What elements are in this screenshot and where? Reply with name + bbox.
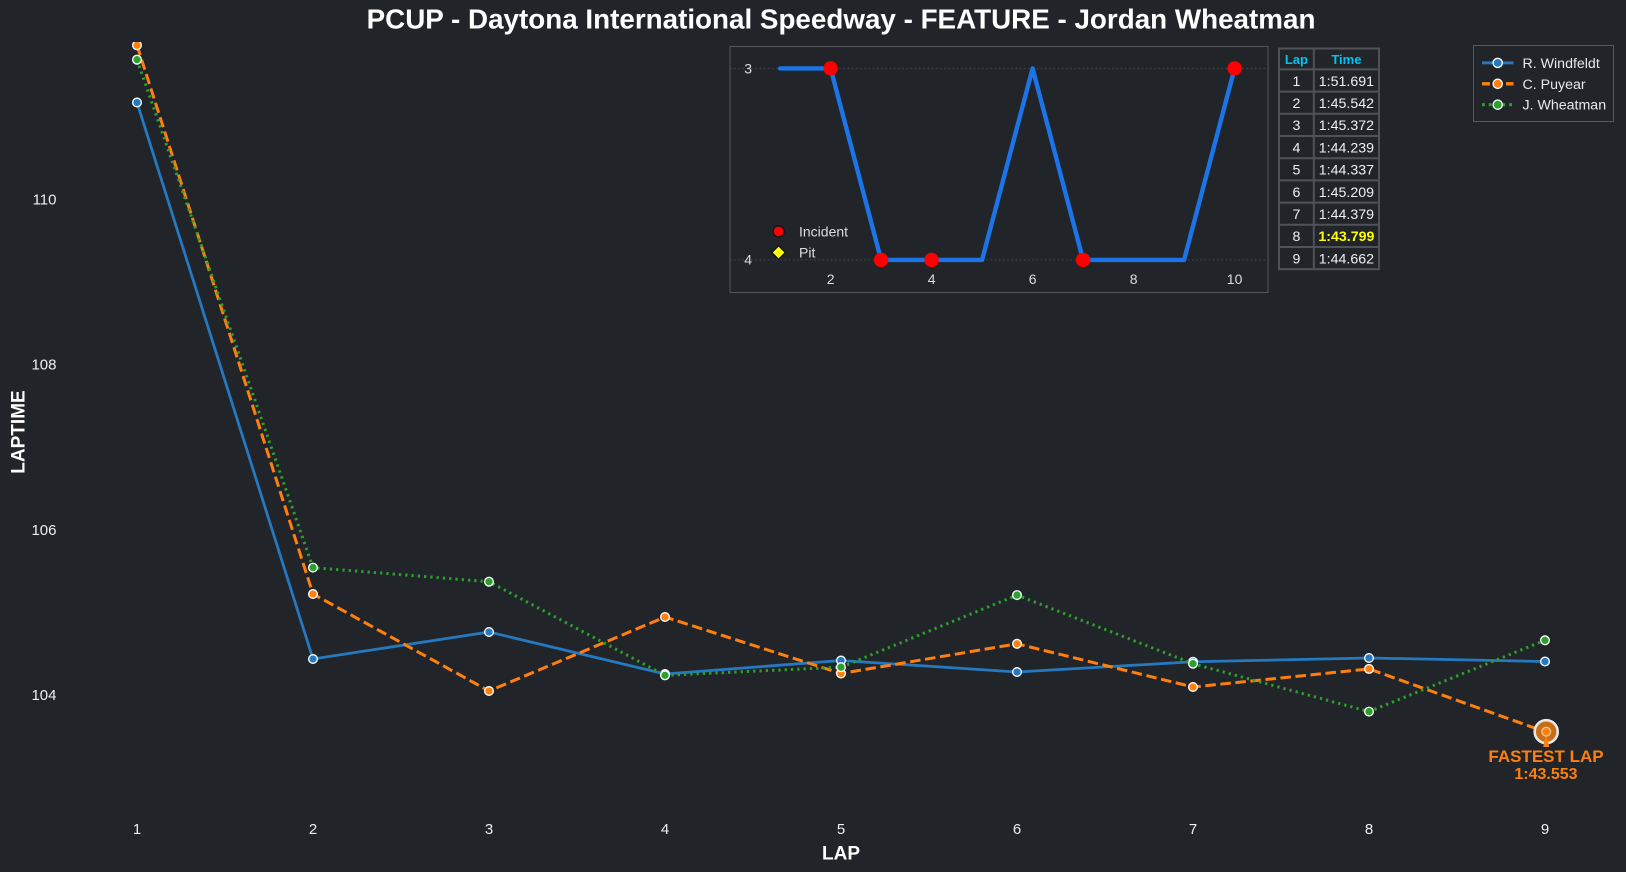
svg-text:Incident: Incident <box>799 223 848 239</box>
svg-text:Lap: Lap <box>1285 52 1308 67</box>
svg-text:110: 110 <box>33 192 57 209</box>
svg-text:1:45.372: 1:45.372 <box>1319 118 1374 134</box>
svg-text:4: 4 <box>744 251 752 267</box>
svg-text:LAP: LAP <box>822 844 860 865</box>
svg-text:4: 4 <box>928 271 936 287</box>
svg-text:2: 2 <box>1292 96 1300 112</box>
svg-text:7: 7 <box>1292 207 1300 223</box>
svg-text:3: 3 <box>485 821 493 838</box>
svg-text:R. Windfeldt: R. Windfeldt <box>1523 56 1600 72</box>
svg-text:106: 106 <box>31 522 56 539</box>
svg-text:C. Puyear: C. Puyear <box>1523 77 1586 93</box>
svg-text:4: 4 <box>661 821 669 838</box>
svg-text:1:43.553: 1:43.553 <box>1514 766 1577 783</box>
svg-text:8: 8 <box>1292 229 1300 245</box>
svg-text:4: 4 <box>1292 140 1300 156</box>
svg-text:8: 8 <box>1130 271 1138 287</box>
svg-text:104: 104 <box>31 687 56 704</box>
svg-text:PCUP - Daytona International S: PCUP - Daytona International Speedway - … <box>367 4 1316 35</box>
svg-text:LAPTIME: LAPTIME <box>9 390 30 473</box>
svg-text:1: 1 <box>1292 74 1300 90</box>
svg-text:6: 6 <box>1292 185 1300 201</box>
svg-text:Time: Time <box>1331 52 1361 67</box>
svg-text:6: 6 <box>1029 271 1037 287</box>
svg-text:1:45.209: 1:45.209 <box>1319 185 1374 201</box>
svg-text:1:44.379: 1:44.379 <box>1319 207 1374 223</box>
svg-text:FASTEST LAP: FASTEST LAP <box>1488 747 1603 766</box>
svg-text:5: 5 <box>837 821 845 838</box>
svg-text:10: 10 <box>1227 271 1243 287</box>
svg-text:1:51.691: 1:51.691 <box>1319 74 1374 90</box>
svg-text:3: 3 <box>1292 118 1300 134</box>
svg-text:9: 9 <box>1541 821 1549 838</box>
svg-text:1:44.239: 1:44.239 <box>1319 140 1374 156</box>
svg-text:8: 8 <box>1365 821 1373 838</box>
svg-text:9: 9 <box>1292 251 1300 267</box>
svg-text:1:43.799: 1:43.799 <box>1318 229 1374 245</box>
svg-text:Pit: Pit <box>799 244 815 260</box>
svg-text:1: 1 <box>133 821 141 838</box>
svg-text:3: 3 <box>744 60 752 76</box>
svg-text:1:45.542: 1:45.542 <box>1319 96 1374 112</box>
svg-text:2: 2 <box>827 271 835 287</box>
svg-text:6: 6 <box>1013 821 1021 838</box>
svg-text:5: 5 <box>1292 163 1300 179</box>
svg-text:2: 2 <box>309 821 317 838</box>
svg-text:7: 7 <box>1189 821 1197 838</box>
svg-text:1:44.662: 1:44.662 <box>1319 251 1374 267</box>
svg-text:108: 108 <box>31 357 56 374</box>
svg-text:1:44.337: 1:44.337 <box>1319 163 1374 179</box>
svg-text:J. Wheatman: J. Wheatman <box>1523 98 1607 114</box>
